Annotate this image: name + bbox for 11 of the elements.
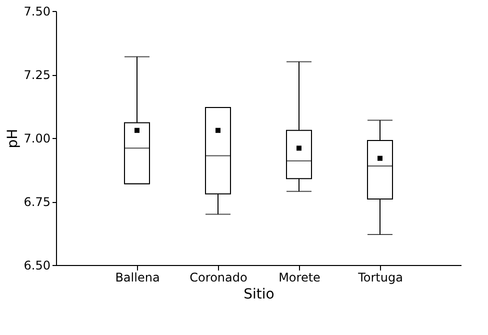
x-tick-label: Morete	[278, 270, 320, 284]
y-axis-title: pH	[4, 128, 21, 148]
x-tick-label: Coronado	[190, 270, 248, 284]
y-tick-label: 7.50	[24, 4, 50, 18]
y-tick-label: 7.00	[24, 132, 50, 146]
x-tick-label: Ballena	[115, 270, 160, 284]
y-tick-label: 6.75	[24, 195, 50, 209]
x-axis-title: Sitio	[244, 286, 274, 302]
x-tick-label: Tortuga	[357, 270, 403, 284]
y-tick-label: 7.25	[24, 68, 50, 82]
y-tick-label: 6.50	[24, 258, 50, 272]
